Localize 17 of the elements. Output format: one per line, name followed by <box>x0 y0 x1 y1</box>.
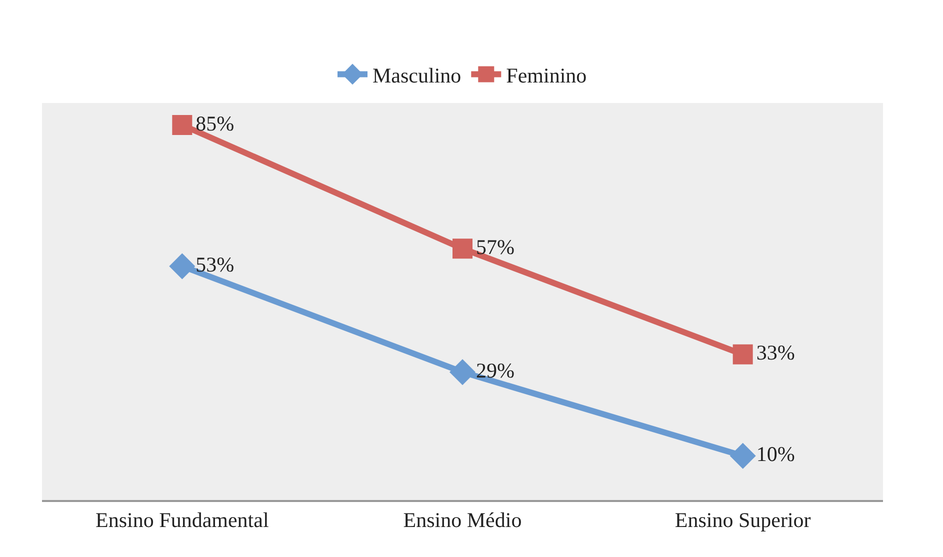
point <box>172 115 192 136</box>
point <box>169 253 196 280</box>
data-label: 53% <box>196 252 234 276</box>
point <box>452 238 472 259</box>
data-label: 85% <box>196 111 234 136</box>
x-tick-label: Ensino Médio <box>403 508 522 532</box>
data-label: 33% <box>756 340 795 365</box>
legend-label: Masculino <box>372 63 462 88</box>
x-tick-label: Ensino Superior <box>674 508 811 532</box>
legend-label: Feminino <box>506 63 587 88</box>
data-label: 10% <box>756 442 795 466</box>
data-label: 29% <box>476 358 514 382</box>
point <box>732 344 753 364</box>
point <box>450 359 476 386</box>
data-label: 57% <box>476 234 514 259</box>
point <box>730 442 756 469</box>
x-tick-label: Ensino Fundamental <box>96 508 269 532</box>
